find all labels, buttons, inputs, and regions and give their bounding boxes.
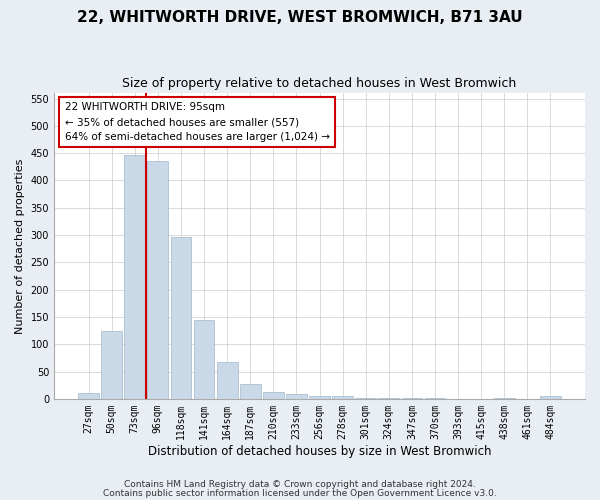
Bar: [194, 320, 214, 399]
Bar: [124, 155, 145, 399]
Title: Size of property relative to detached houses in West Bromwich: Size of property relative to detached ho…: [122, 78, 517, 90]
Text: 22, WHITWORTH DRIVE, WEST BROMWICH, B71 3AU: 22, WHITWORTH DRIVE, WEST BROMWICH, B71 …: [77, 10, 523, 25]
Bar: [101, 330, 122, 399]
Bar: [286, 394, 307, 399]
Bar: [332, 396, 353, 399]
Bar: [379, 398, 399, 399]
Bar: [240, 384, 260, 399]
Bar: [170, 236, 191, 399]
Bar: [355, 398, 376, 399]
Bar: [78, 394, 99, 399]
Text: Contains public sector information licensed under the Open Government Licence v3: Contains public sector information licen…: [103, 488, 497, 498]
Bar: [425, 398, 445, 399]
Bar: [401, 398, 422, 399]
Y-axis label: Number of detached properties: Number of detached properties: [15, 158, 25, 334]
Text: Contains HM Land Registry data © Crown copyright and database right 2024.: Contains HM Land Registry data © Crown c…: [124, 480, 476, 489]
Bar: [309, 396, 330, 399]
X-axis label: Distribution of detached houses by size in West Bromwich: Distribution of detached houses by size …: [148, 444, 491, 458]
Bar: [263, 392, 284, 399]
Bar: [540, 396, 561, 399]
Text: 22 WHITWORTH DRIVE: 95sqm
← 35% of detached houses are smaller (557)
64% of semi: 22 WHITWORTH DRIVE: 95sqm ← 35% of detac…: [65, 102, 329, 142]
Bar: [148, 162, 168, 399]
Bar: [217, 362, 238, 399]
Bar: [494, 398, 515, 399]
